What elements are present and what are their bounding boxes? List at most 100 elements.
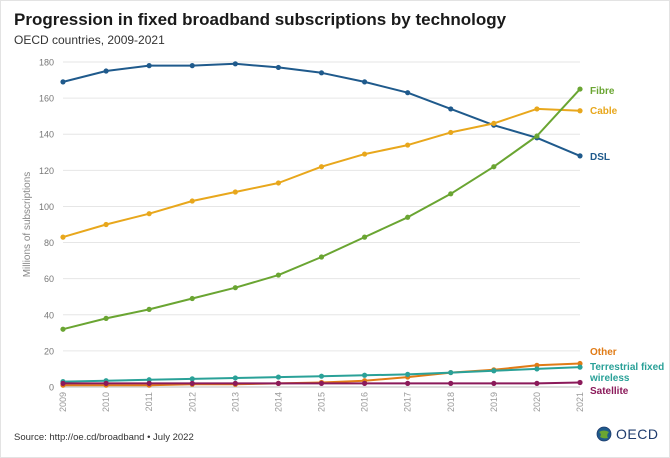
data-point-fibre [275, 272, 282, 278]
x-tick-label: 2010 [101, 392, 111, 412]
data-point-satellite [405, 380, 411, 386]
source-note: Source: http://oe.cd/broadband • July 20… [14, 432, 194, 443]
data-point-cable [405, 142, 411, 148]
data-point-satellite [232, 380, 238, 386]
x-tick-label: 2013 [230, 392, 240, 412]
data-point-terrestrial-fixed-wireless [448, 369, 454, 376]
data-point-dsl [232, 61, 238, 67]
y-tick-label: 120 [39, 166, 54, 176]
data-point-terrestrial-fixed-wireless [361, 372, 368, 378]
data-point-cable [361, 151, 368, 157]
series-line-fibre [62, 88, 581, 331]
data-point-terrestrial-fixed-wireless [232, 375, 238, 381]
data-point-fibre [577, 86, 583, 92]
data-point-satellite [448, 380, 454, 386]
data-point-fibre [146, 306, 152, 312]
y-tick-label: 160 [39, 94, 54, 104]
series-label-terrestrial-fixed-wireless: Terrestrial fixed wireless [589, 362, 664, 384]
data-point-terrestrial-fixed-wireless [491, 368, 497, 374]
data-point-cable [534, 106, 540, 112]
logo-text: OECD [616, 426, 659, 442]
data-point-fibre [405, 214, 411, 220]
chart-subtitle: OECD countries, 2009-2021 [14, 33, 165, 47]
data-point-terrestrial-fixed-wireless [534, 366, 540, 372]
data-point-terrestrial-fixed-wireless [189, 376, 195, 382]
data-point-cable [103, 221, 109, 228]
data-point-cable [577, 108, 583, 114]
series-label-dsl: DSL [590, 152, 610, 163]
series-label-other: Other [590, 347, 617, 358]
data-point-fibre [534, 133, 540, 139]
globe-icon [596, 426, 612, 442]
x-tick-label: 2019 [489, 392, 499, 412]
data-point-fibre [60, 326, 66, 332]
data-point-satellite [577, 379, 583, 386]
data-point-satellite [103, 380, 109, 386]
data-point-fibre [491, 164, 497, 170]
y-tick-label: 140 [39, 130, 54, 140]
x-tick-label: 2009 [58, 392, 68, 412]
data-point-fibre [361, 234, 368, 240]
y-tick-label: 40 [44, 310, 54, 320]
series-line-dsl [62, 62, 581, 157]
data-point-dsl [448, 106, 454, 112]
series-label-satellite: Satellite [590, 386, 629, 397]
data-point-fibre [189, 295, 195, 302]
data-point-dsl [275, 64, 282, 71]
chart-title: Progression in fixed broadband subscript… [14, 10, 507, 29]
y-tick-label: 20 [44, 346, 54, 356]
data-point-dsl [318, 70, 325, 76]
data-point-terrestrial-fixed-wireless [405, 371, 411, 377]
x-tick-label: 2017 [403, 392, 413, 412]
series-label-cable: Cable [590, 106, 618, 117]
x-tick-label: 2014 [273, 392, 283, 412]
data-point-dsl [577, 153, 583, 159]
data-point-fibre [318, 254, 325, 260]
data-point-cable [491, 120, 497, 126]
data-point-cable [275, 180, 282, 186]
data-point-dsl [189, 63, 195, 69]
data-point-dsl [146, 63, 152, 69]
data-point-terrestrial-fixed-wireless [577, 364, 583, 370]
data-point-other [577, 360, 583, 367]
x-tick-label: 2018 [446, 392, 456, 412]
data-point-satellite [491, 380, 497, 386]
data-point-cable [448, 129, 454, 136]
x-tick-label: 2012 [187, 392, 197, 412]
data-point-satellite [275, 380, 282, 386]
data-point-satellite [60, 380, 66, 386]
data-point-satellite [146, 380, 152, 386]
y-tick-label: 180 [39, 58, 54, 68]
x-tick-label: 2016 [360, 392, 370, 412]
data-point-fibre [103, 315, 109, 321]
data-point-fibre [232, 285, 238, 291]
data-point-cable [232, 189, 238, 195]
data-point-dsl [361, 79, 368, 85]
data-point-cable [146, 211, 152, 217]
series-label-fibre: Fibre [590, 86, 615, 97]
x-tick-label: 2021 [575, 392, 585, 412]
y-tick-label: 0 [49, 383, 54, 393]
data-point-fibre [448, 191, 454, 197]
data-point-satellite [318, 380, 325, 386]
data-point-satellite [534, 380, 540, 386]
y-tick-label: 100 [39, 202, 54, 212]
y-tick-label: 60 [44, 274, 54, 284]
data-point-terrestrial-fixed-wireless [318, 373, 325, 379]
oecd-logo: OECD [596, 426, 658, 442]
data-point-cable [318, 164, 325, 170]
data-point-satellite [189, 380, 195, 386]
data-point-cable [60, 234, 66, 240]
data-point-other [534, 362, 540, 368]
x-tick-label: 2011 [144, 392, 154, 411]
data-point-dsl [103, 68, 109, 74]
x-tick-label: 2020 [532, 392, 542, 412]
data-point-dsl [405, 90, 411, 96]
data-point-dsl [60, 79, 66, 85]
y-axis-label: Millions of subscriptions [22, 172, 33, 278]
x-tick-label: 2015 [317, 392, 327, 412]
data-point-terrestrial-fixed-wireless [146, 377, 152, 383]
data-point-terrestrial-fixed-wireless [275, 374, 282, 380]
data-point-cable [189, 198, 195, 204]
